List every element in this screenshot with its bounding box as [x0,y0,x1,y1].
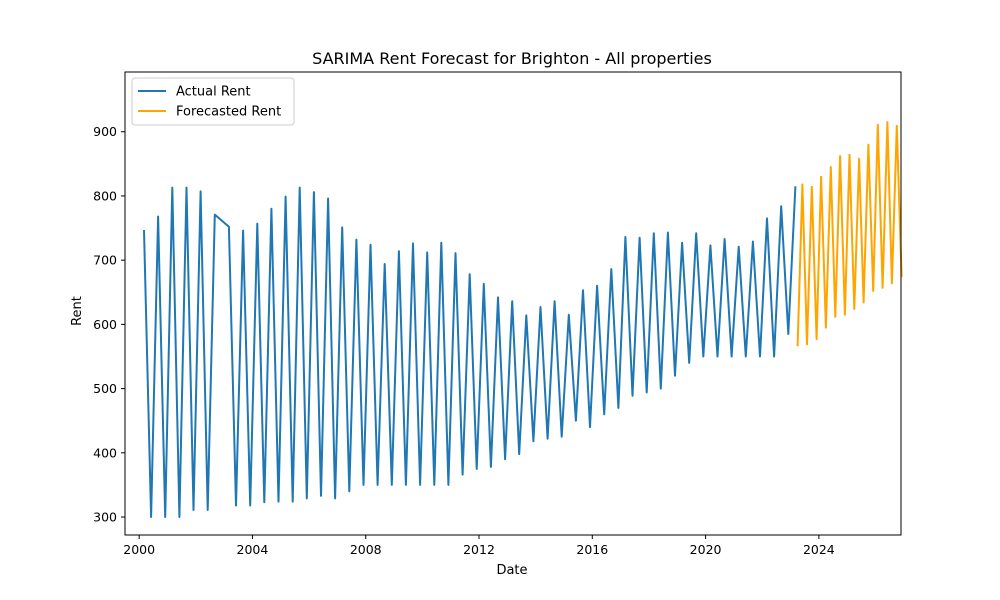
y-tick-label: 600 [93,317,117,332]
x-tick-label: 2024 [803,542,835,557]
legend-label: Forecasted Rent [176,105,281,120]
x-tick-label: 2016 [576,542,608,557]
x-tick-label: 2008 [350,542,382,557]
chart-title: SARIMA Rent Forecast for Brighton - All … [312,49,712,68]
x-tick-label: 2020 [690,542,722,557]
y-tick-label: 300 [93,510,117,525]
legend: Actual Rent Forecasted Rent [131,77,295,126]
series-line-forecasted-rent [796,121,903,347]
y-axis-title: Rent [70,296,85,326]
plot-frame [124,71,902,536]
x-axis-title: Date [496,563,527,578]
y-tick-label: 500 [93,381,117,396]
x-tick-label: 2004 [237,542,269,557]
y-axis-ticks: 300 400 500 600 700 800 900 [93,124,125,525]
x-axis-ticks: 2000 2004 2008 2012 2016 2020 2024 [123,535,835,557]
y-tick-label: 400 [93,445,117,460]
x-tick-label: 2000 [123,542,155,557]
series-line-actual-rent [143,186,797,518]
plot-area [143,121,903,518]
legend-box [131,77,295,126]
y-tick-label: 700 [93,253,117,268]
legend-label: Actual Rent [176,85,251,100]
y-tick-label: 800 [93,188,117,203]
x-tick-label: 2012 [463,542,495,557]
y-tick-label: 900 [93,124,117,139]
